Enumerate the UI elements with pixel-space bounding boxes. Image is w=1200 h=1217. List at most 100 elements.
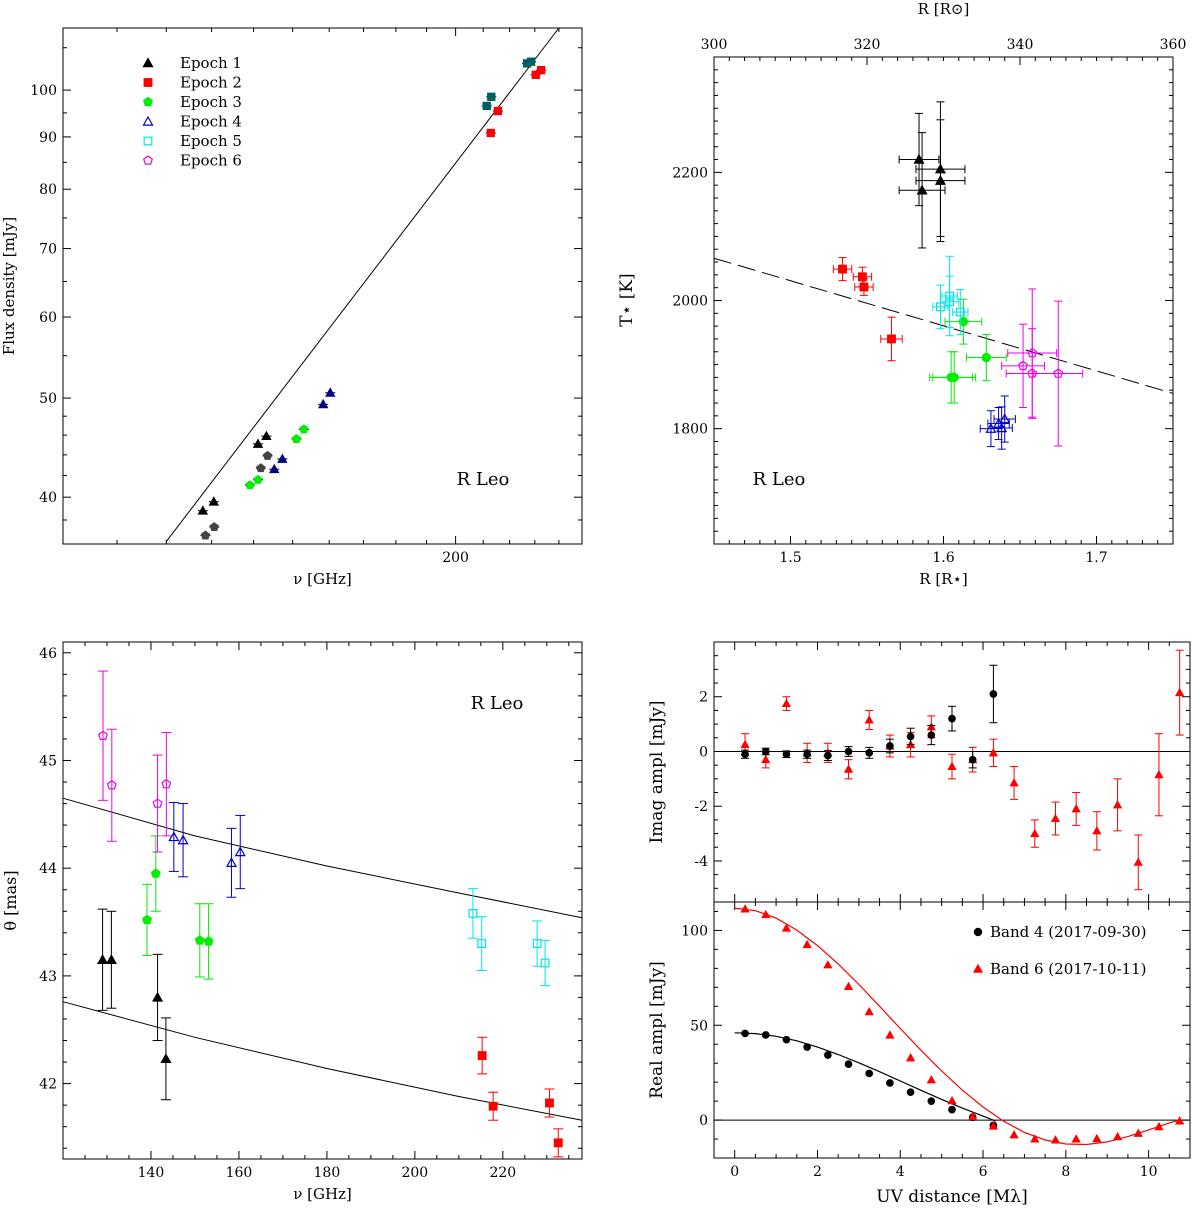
real-point [741, 1029, 749, 1038]
flux-point [531, 70, 540, 79]
diam-point [152, 798, 163, 808]
temp-point [1053, 368, 1064, 378]
diam-errorbar [168, 801, 179, 872]
real-ylabel: Real ampl [mJy] [647, 961, 667, 1099]
real-legend-label: Band 6 (2017-10-11) [990, 960, 1147, 978]
flux-legend-marker [143, 136, 153, 146]
flux-legend-label: Epoch 6 [180, 152, 242, 170]
imag-point [864, 715, 874, 724]
diam-point [97, 954, 109, 964]
diam-point [234, 846, 246, 857]
diam-point [477, 939, 487, 949]
temp-point [945, 297, 955, 307]
real-point [1133, 1128, 1143, 1137]
temp-errorbar [952, 289, 969, 335]
temp-xtick-label: 1.7 [1085, 550, 1107, 566]
real-point [1009, 1130, 1019, 1139]
temp-trend-line [713, 257, 1174, 394]
real-point [1175, 1116, 1185, 1125]
imag-point [1071, 804, 1081, 813]
flux-xtick-label: 200 [442, 550, 469, 566]
imag-point [1175, 687, 1185, 697]
diam-model-curve [62, 797, 583, 919]
diam-errorbar [226, 827, 237, 898]
diameter-panel: 140 160 180 200 220 42 43 44 45 46 ν [GHz] θ [mas] R… [1, 641, 583, 1203]
flux-frame [62, 27, 583, 545]
real-point [782, 1035, 791, 1044]
temp-x2tick-label: 360 [1160, 37, 1187, 53]
real-point [926, 1075, 936, 1084]
diam-ylabel: θ [mas] [1, 870, 20, 930]
flux-xlabel: ν [GHz] [293, 570, 352, 588]
real-point [947, 1095, 957, 1105]
imag-ytick-label: 0 [699, 744, 708, 760]
real-point [1112, 1131, 1123, 1141]
real-xtick-label: 10 [1140, 1164, 1158, 1180]
real-xtick-label: 2 [813, 1164, 822, 1180]
temperature-panel: 1.5 1.6 1.7 1800 2000 2200 300 320 340 360 R [R⋆] R… [617, 0, 1186, 588]
flux-point [245, 480, 255, 490]
real-point [885, 1030, 895, 1039]
real-point [844, 1060, 853, 1068]
real-point [864, 1006, 874, 1016]
flux-ytick-label: 90 [39, 130, 57, 146]
imag-point [823, 751, 832, 760]
temp-x2tick-label: 300 [701, 37, 728, 53]
diam-xtick-label: 180 [314, 1165, 341, 1181]
flux-ytick-label: 70 [39, 242, 57, 258]
flux-point [487, 92, 496, 101]
real-ytick-label: 100 [681, 923, 708, 939]
diam-xtick-label: 160 [226, 1165, 253, 1181]
real-point [886, 1079, 894, 1087]
diam-xtick-label: 200 [401, 1165, 428, 1181]
real-legend-marker [972, 963, 984, 973]
flux-point [208, 496, 220, 506]
real-legend-label: Band 4 (2017-09-30) [990, 923, 1147, 941]
flux-point [209, 522, 219, 532]
flux-ytick-label: 80 [39, 182, 57, 198]
flux-fit-line [165, 27, 560, 542]
diam-ytick-label: 44 [39, 861, 57, 877]
temp-ytick-label: 1800 [672, 422, 708, 438]
diam-ytick-label: 46 [39, 646, 57, 662]
real-ytick-label: 0 [699, 1113, 708, 1129]
real-xtick-label: 6 [979, 1164, 988, 1180]
temp-point [859, 282, 869, 292]
diam-point [168, 831, 180, 842]
real-point [968, 1111, 978, 1120]
diam-point [150, 868, 161, 878]
temp-errorbar [1001, 323, 1045, 409]
real-point [823, 1051, 832, 1059]
temp-xlabel: R [R⋆] [919, 570, 967, 588]
diam-point [152, 991, 164, 1002]
flux-legend-label: Epoch 5 [180, 132, 242, 150]
flux-point [200, 530, 211, 540]
flux-point [493, 106, 503, 116]
imag-ytick-label: 2 [699, 690, 708, 706]
flux-point [536, 65, 546, 75]
imag-point [968, 755, 977, 764]
real-point [1050, 1135, 1061, 1144]
diam-errorbar [467, 888, 478, 939]
diam-point [194, 935, 205, 945]
diam-point [532, 939, 542, 949]
imag-ytick-label: -4 [694, 854, 708, 870]
diam-point [488, 1101, 498, 1111]
temp-point [1018, 360, 1029, 371]
real-point [865, 1069, 874, 1078]
diam-xtick-label: 220 [489, 1165, 516, 1181]
diam-xtick-label: 140 [138, 1165, 165, 1181]
real-frame [713, 901, 1191, 1159]
imag-point [948, 714, 956, 723]
temp-errorbar [1033, 300, 1084, 447]
imag-panel: -4 -2 0 2 Imag ampl [mJy] [647, 641, 1191, 903]
imag-point [886, 742, 894, 750]
real-point [1092, 1133, 1102, 1143]
diam-point [98, 730, 109, 740]
imag-point [947, 761, 957, 771]
diam-point [106, 780, 117, 790]
temp-xtick-label: 1.5 [779, 550, 801, 566]
flux-legend-label: Epoch 3 [180, 93, 242, 111]
diam-model-curve [62, 1001, 583, 1121]
